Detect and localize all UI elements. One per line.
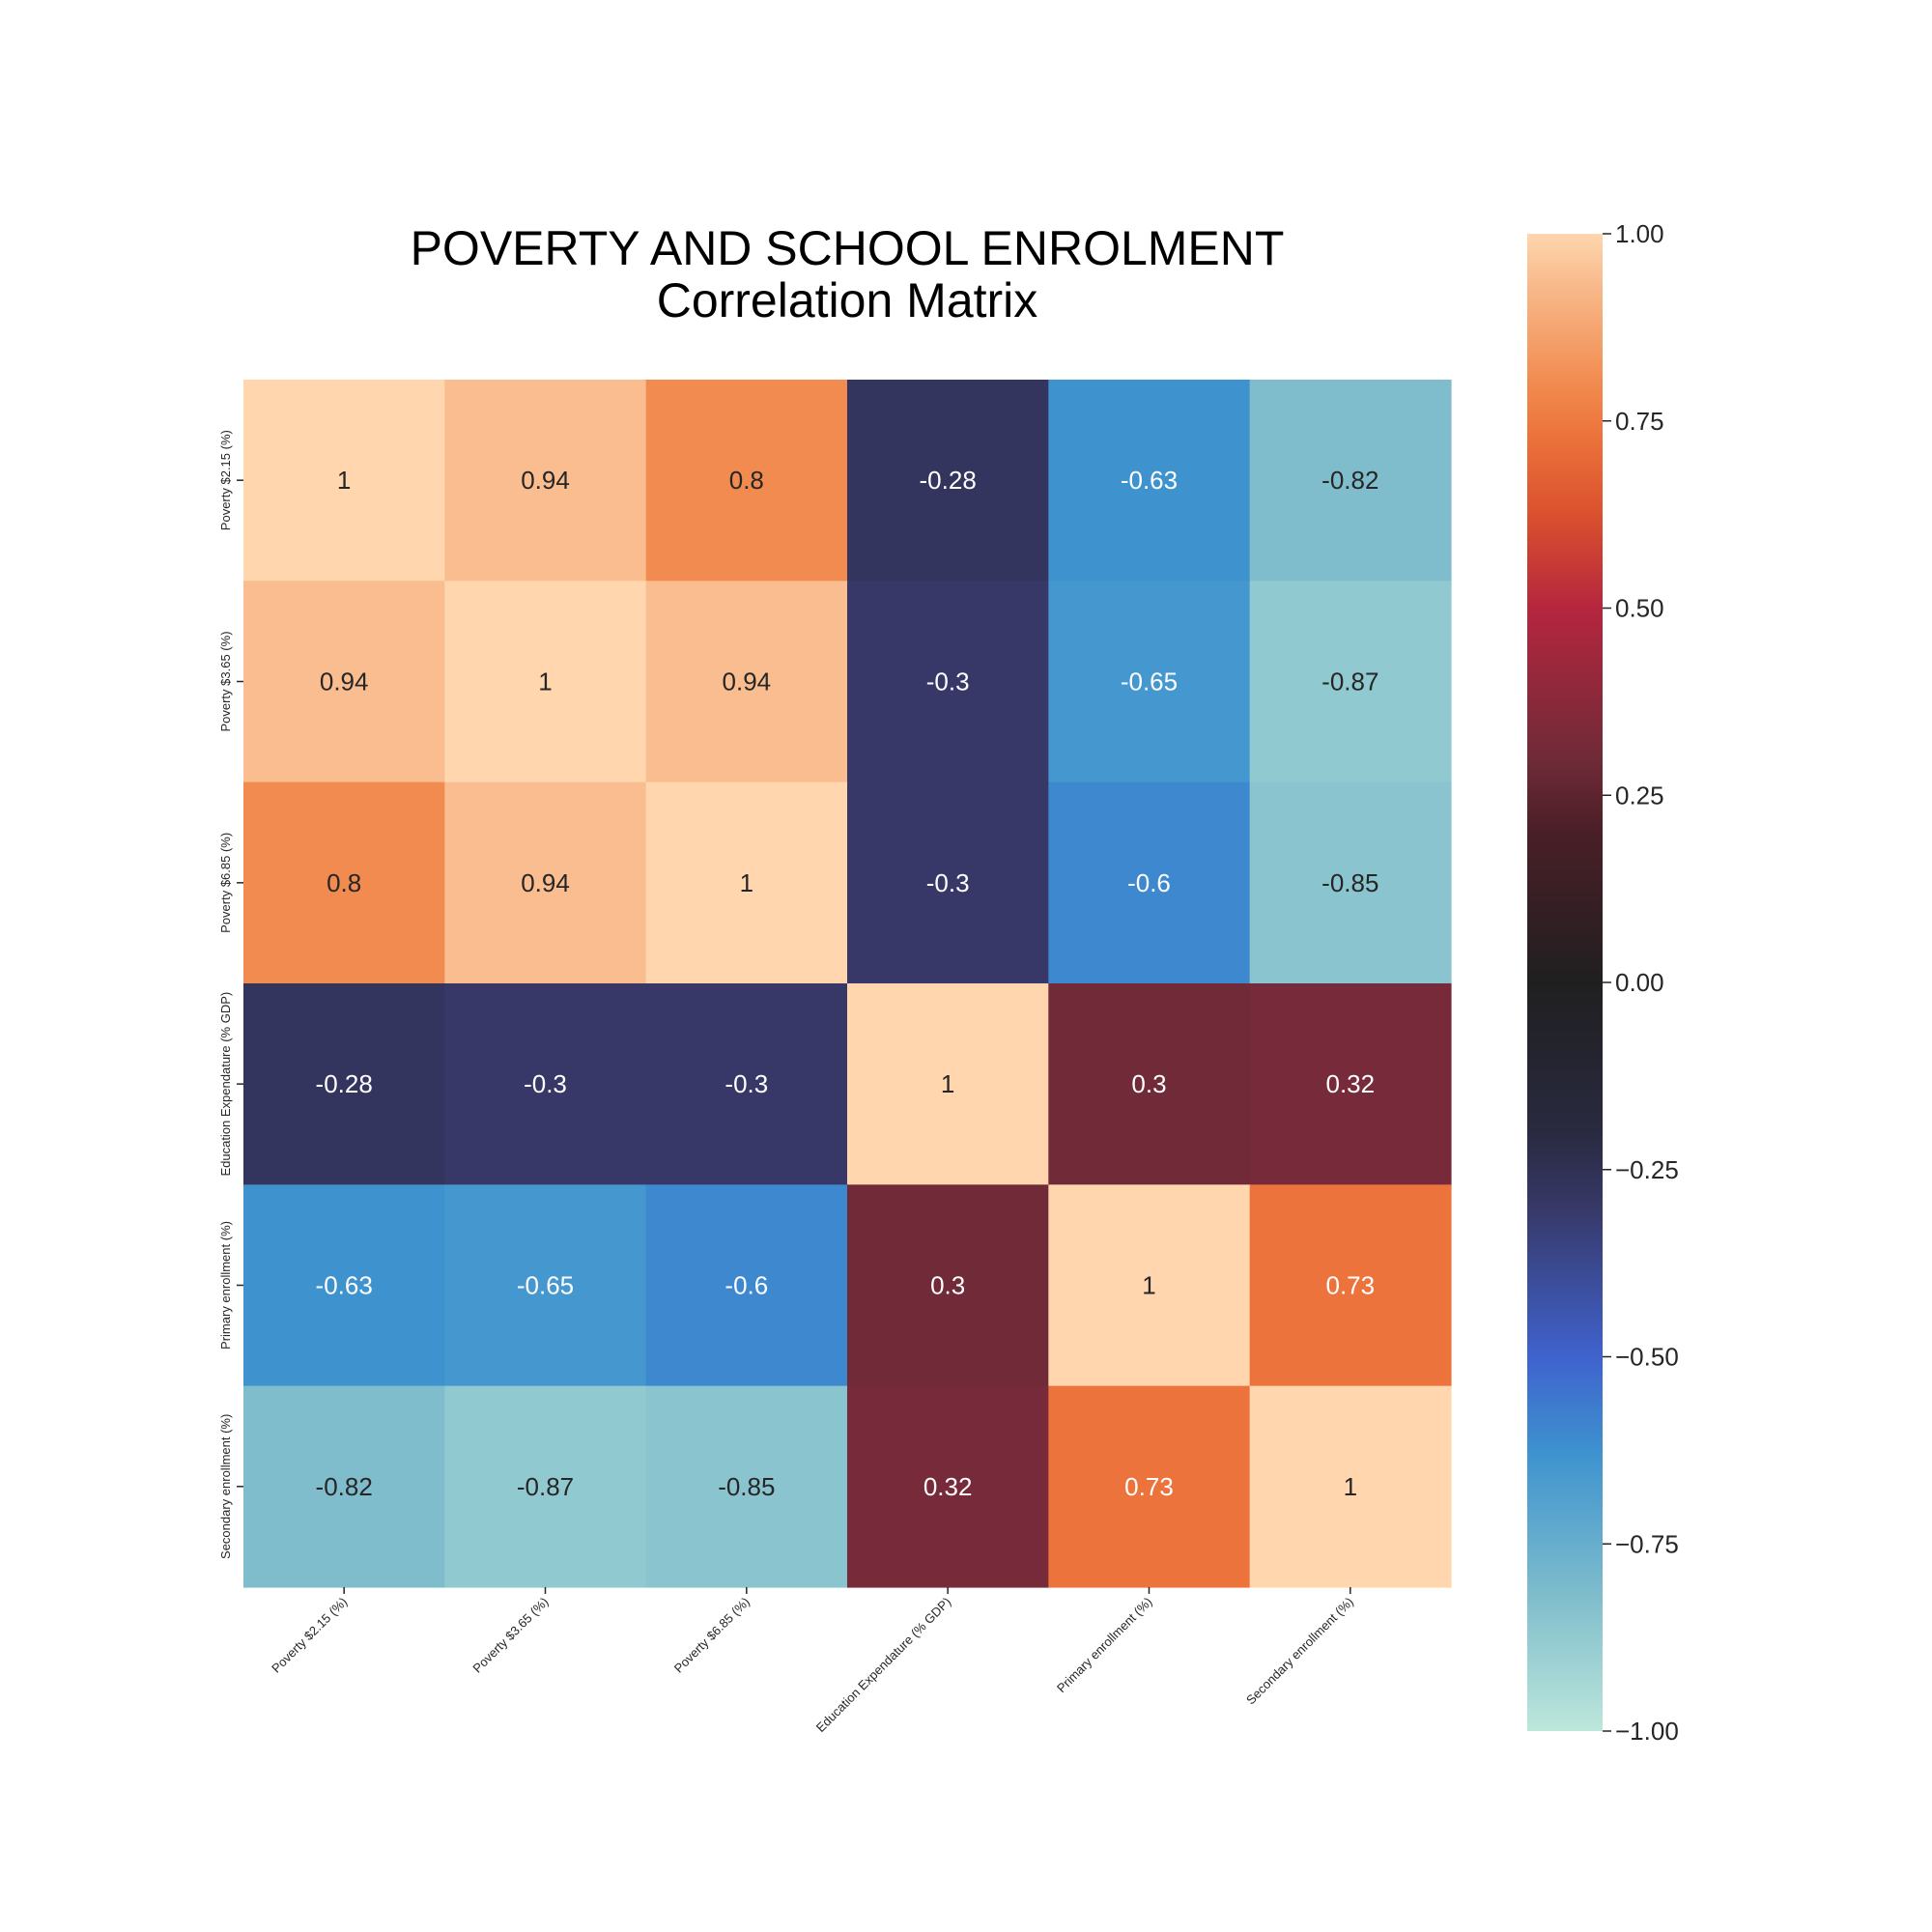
cell-annotation: -0.65: [517, 1270, 574, 1299]
cell-annotation: -0.28: [920, 466, 977, 495]
cell-annotation: -0.6: [724, 1270, 768, 1299]
cell-annotation: 1: [941, 1069, 954, 1098]
cell-annotation: -0.85: [718, 1472, 775, 1501]
column-label: Poverty $6.85 (%): [671, 1594, 753, 1675]
cell-annotation: -0.3: [524, 1069, 567, 1098]
cell-annotation: -0.3: [926, 668, 970, 696]
column-label: Poverty $2.15 (%): [269, 1594, 350, 1675]
cell-annotation: -0.63: [316, 1270, 373, 1299]
colorbar-gradient: [1527, 234, 1603, 1731]
column-label: Primary enrollment (%): [1054, 1594, 1155, 1695]
colorbar-tick-label: −0.25: [1615, 1155, 1679, 1184]
cell-annotation: -0.65: [1121, 668, 1178, 696]
column-label: Poverty $3.65 (%): [469, 1594, 551, 1675]
colorbar-tick-label: 0.50: [1615, 594, 1664, 623]
row-label: Secondary enrollment (%): [218, 1414, 233, 1559]
row-label: Primary enrollment (%): [218, 1221, 233, 1350]
cell-annotation: 1: [740, 868, 753, 897]
row-label: Poverty $2.15 (%): [218, 430, 233, 530]
cell-annotation: 1: [538, 668, 552, 696]
cell-annotation: -0.87: [1321, 668, 1378, 696]
colorbar-tick-label: 0.25: [1615, 781, 1664, 810]
cell-annotation: 0.94: [723, 668, 772, 696]
cell-annotation: -0.3: [926, 868, 970, 897]
colorbar: 1.00 0.75 0.50 0.25 0.00 −0.25 −0.50 −0.75 −1.00: [1527, 219, 1679, 1746]
cell-annotation: 0.94: [521, 466, 570, 495]
row-label: Poverty $6.85 (%): [218, 833, 233, 933]
chart-subtitle: Correlation Matrix: [657, 273, 1038, 327]
row-labels: Poverty $2.15 (%) Poverty $3.65 (%) Povert…: [218, 430, 243, 1559]
cell-annotation: 1: [337, 466, 351, 495]
cell-annotation: 0.32: [1326, 1069, 1376, 1098]
chart-title: POVERTY AND SCHOOL ENROLMENT: [411, 221, 1285, 275]
colorbar-tick-label: −1.00: [1615, 1717, 1679, 1746]
colorbar-tick-label: 0.75: [1615, 407, 1664, 436]
cell-annotation: -0.87: [517, 1472, 574, 1501]
colorbar-tick-label: 1.00: [1615, 219, 1664, 248]
cell-annotation: 1: [1142, 1270, 1155, 1299]
cell-annotation: -0.82: [316, 1472, 373, 1501]
cell-annotation: -0.28: [316, 1069, 373, 1098]
column-label: Secondary enrollment (%): [1243, 1594, 1356, 1707]
cell-annotation: -0.6: [1127, 868, 1171, 897]
colorbar-tick-label: 0.00: [1615, 968, 1664, 997]
cell-annotation: 1: [1344, 1472, 1357, 1501]
cell-annotation: 0.94: [320, 668, 369, 696]
cell-annotation: 0.8: [729, 466, 764, 495]
cell-annotation: 0.3: [1131, 1069, 1166, 1098]
colorbar-tick-label: −0.75: [1615, 1529, 1679, 1558]
cell-annotation: -0.85: [1321, 868, 1378, 897]
column-labels: Poverty $2.15 (%) Poverty $3.65 (%) Povert…: [269, 1587, 1356, 1735]
cell-annotation: 0.73: [1124, 1472, 1174, 1501]
row-label: Poverty $3.65 (%): [218, 631, 233, 731]
cell-annotation: 0.8: [327, 868, 361, 897]
cell-annotation: 0.73: [1326, 1270, 1376, 1299]
heatmap-cells: [243, 380, 1452, 1588]
row-label: Education Expendature (% GDP): [218, 992, 233, 1177]
cell-annotation: -0.63: [1121, 466, 1178, 495]
cell-annotation: -0.82: [1321, 466, 1378, 495]
cell-annotation: -0.3: [724, 1069, 768, 1098]
cell-annotation: 0.94: [521, 868, 570, 897]
cell-annotation: 0.32: [923, 1472, 973, 1501]
column-label: Education Expendature (% GDP): [813, 1594, 954, 1735]
cell-annotation: 0.3: [930, 1270, 965, 1299]
colorbar-tick-label: −0.50: [1615, 1343, 1679, 1372]
